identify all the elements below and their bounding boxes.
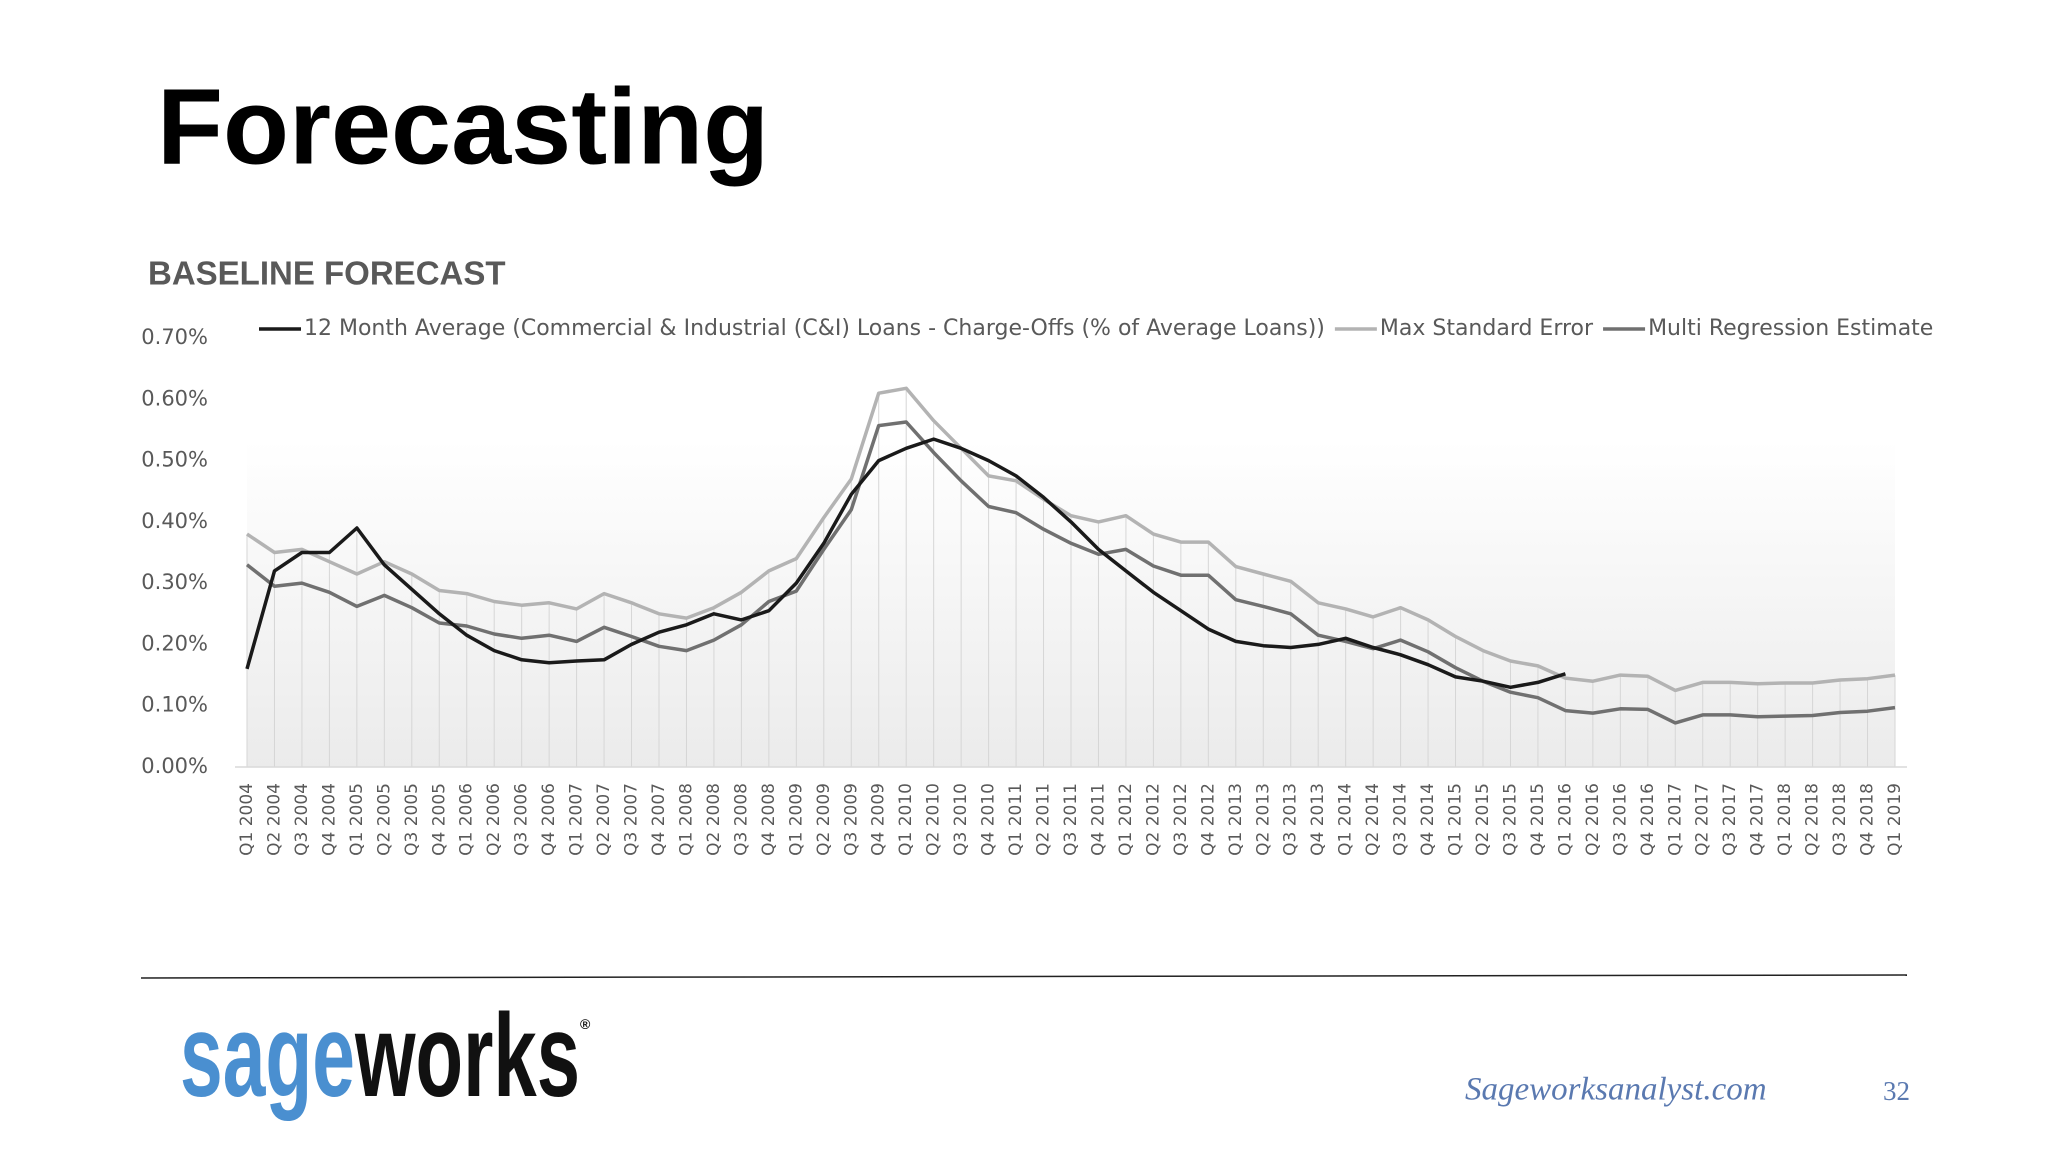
x-tick-label: Q3 2016 <box>1610 783 1630 856</box>
x-tick-label: Q4 2006 <box>539 783 559 856</box>
x-tick-label: Q4 2017 <box>1748 783 1768 856</box>
x-tick-label: Q1 2010 <box>896 783 916 856</box>
x-tick-label: Q4 2013 <box>1308 783 1328 856</box>
x-tick-label: Q2 2011 <box>1034 783 1054 856</box>
x-tick-label: Q2 2017 <box>1693 783 1713 856</box>
x-tick-label: Q2 2015 <box>1473 783 1493 856</box>
x-tick-label: Q4 2018 <box>1858 783 1878 856</box>
x-tick-label: Q3 2007 <box>622 783 642 856</box>
x-tick-label: Q4 2007 <box>649 783 669 856</box>
y-tick-label: 0.30% <box>141 570 208 594</box>
y-tick-label: 0.40% <box>141 509 208 533</box>
chart-title: BASELINE FORECAST <box>148 255 506 292</box>
footer-site: Sageworksanalyst.com <box>1465 1072 1767 1108</box>
x-tick-label: Q1 2019 <box>1885 783 1905 856</box>
x-tick-label: Q4 2016 <box>1638 783 1658 856</box>
slide-title: Forecasting <box>157 66 769 187</box>
x-tick-label: Q1 2012 <box>1116 783 1136 856</box>
x-tick-label: Q4 2014 <box>1418 783 1438 856</box>
x-tick-label: Q2 2006 <box>484 783 504 856</box>
x-tick-label: Q1 2015 <box>1446 783 1466 856</box>
series-line <box>246 386 1896 693</box>
x-tick-label: Q2 2007 <box>594 783 614 856</box>
x-tick-label: Q1 2017 <box>1665 783 1685 856</box>
y-tick-label: 0.10% <box>141 693 208 717</box>
y-tick-label: 0.00% <box>141 754 208 778</box>
x-tick-label: Q1 2007 <box>567 783 587 856</box>
x-tick-label: Q3 2008 <box>731 783 751 856</box>
separator <box>140 974 1908 979</box>
x-tick-label: Q4 2011 <box>1088 783 1108 856</box>
x-tick-label: Q4 2004 <box>319 783 339 856</box>
page-number: 32 <box>1883 1076 1910 1106</box>
x-tick-label: Q4 2008 <box>759 783 779 856</box>
legend-label: Multi Regression Estimate <box>1648 316 1933 341</box>
x-tick-label: Q3 2017 <box>1720 783 1740 856</box>
x-tick-label: Q3 2013 <box>1281 783 1301 856</box>
x-tick-label: Q1 2004 <box>237 783 257 856</box>
y-tick-label: 0.70% <box>141 325 208 349</box>
series-line <box>245 420 1896 725</box>
x-tick-label: Q1 2011 <box>1006 783 1026 856</box>
x-tick-label: Q3 2018 <box>1830 783 1850 856</box>
x-tick-label: Q1 2018 <box>1775 783 1795 856</box>
legend-label: Max Standard Error <box>1380 316 1594 341</box>
x-tick-label: Q1 2013 <box>1226 783 1246 856</box>
x-tick-label: Q3 2012 <box>1171 783 1191 856</box>
x-tick-label: Q4 2010 <box>979 783 999 856</box>
x-tick-label: Q2 2005 <box>374 783 394 856</box>
x-tick-label: Q2 2008 <box>704 783 724 856</box>
series-line <box>245 437 1566 690</box>
x-tick-label: Q1 2005 <box>347 783 367 856</box>
x-tick-label: Q3 2011 <box>1061 783 1081 856</box>
x-tick-label: Q3 2010 <box>951 783 971 856</box>
x-tick-label: Q2 2014 <box>1363 783 1383 856</box>
x-tick-label: Q2 2018 <box>1803 783 1823 856</box>
x-tick-label: Q2 2012 <box>1143 783 1163 856</box>
y-tick-label: 0.50% <box>141 448 208 472</box>
x-tick-label: Q3 2006 <box>512 783 532 856</box>
logo-mark: ® <box>580 1016 591 1032</box>
x-tick-label: Q3 2009 <box>841 783 861 856</box>
x-tick-label: Q4 2005 <box>429 783 449 856</box>
logo-part: works <box>354 990 580 1122</box>
x-tick-label: Q1 2016 <box>1555 783 1575 856</box>
x-tick-label: Q2 2009 <box>814 783 834 856</box>
y-tick-label: 0.20% <box>141 631 208 655</box>
x-tick-label: Q1 2006 <box>457 783 477 856</box>
x-tick-label: Q4 2012 <box>1198 783 1218 856</box>
plot: 0.00% 0.10% 0.20% 0.30% 0.40% 0.50% 0.60% 0.70%… <box>141 316 1933 856</box>
x-tick-label: Q2 2016 <box>1583 783 1603 856</box>
x-tick-label: Q3 2004 <box>292 783 312 856</box>
y-tick-label: 0.60% <box>141 386 208 410</box>
x-tick-label: Q2 2013 <box>1253 783 1273 856</box>
x-tick-label: Q1 2009 <box>786 783 806 856</box>
logo-part: sage <box>180 990 355 1122</box>
x-tick-label: Q3 2015 <box>1500 783 1520 856</box>
logo: sageworks® <box>180 990 591 1122</box>
x-tick-label: Q3 2014 <box>1391 783 1411 856</box>
x-tick-label: Q2 2010 <box>924 783 944 856</box>
x-tick-label: Q1 2008 <box>676 783 696 856</box>
x-tick-label: Q3 2005 <box>402 783 422 856</box>
x-tick-label: Q4 2015 <box>1528 783 1548 856</box>
x-tick-label: Q1 2014 <box>1336 783 1356 856</box>
x-tick-label: Q2 2004 <box>264 783 284 856</box>
x-tick-label: Q4 2009 <box>869 783 889 856</box>
legend-label: 12 Month Average (Commercial & Industria… <box>304 316 1325 341</box>
